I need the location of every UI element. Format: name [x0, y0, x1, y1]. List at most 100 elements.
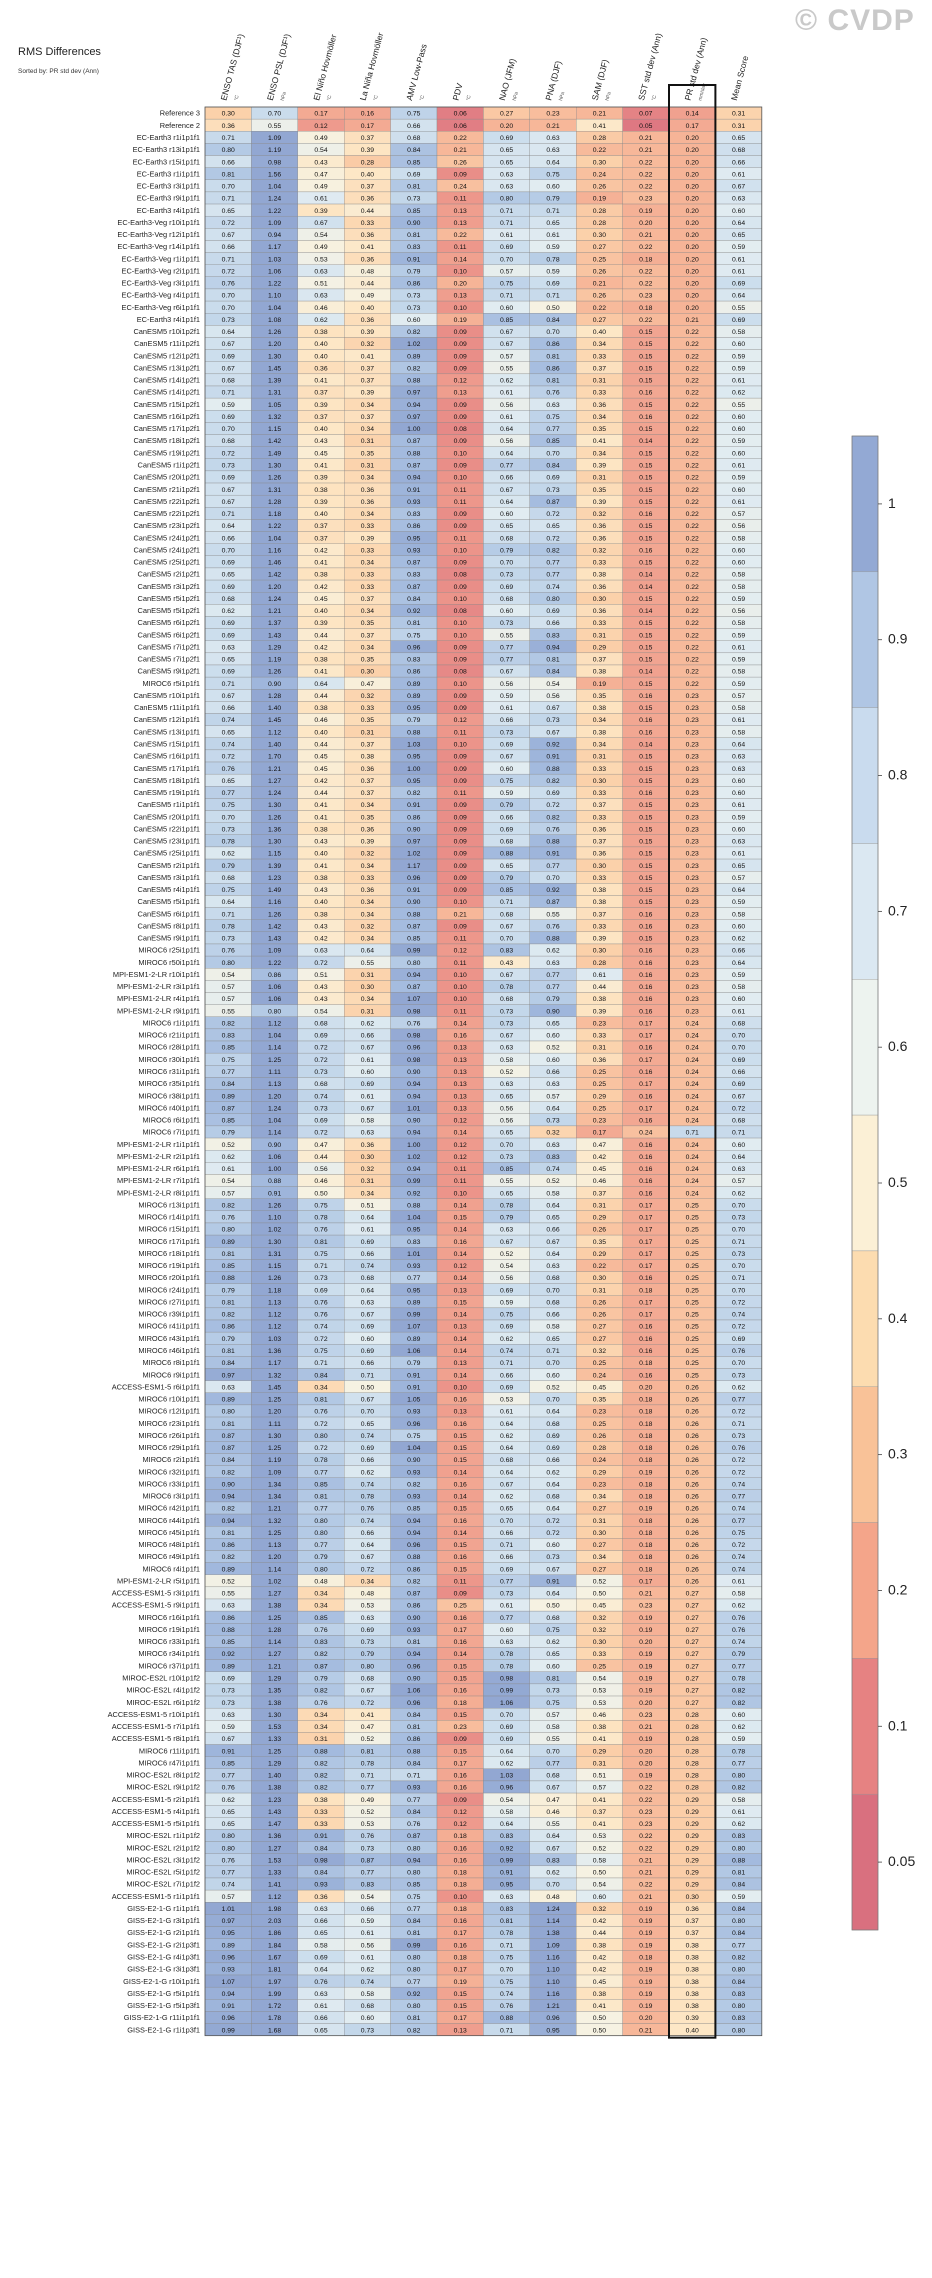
- colorbar-segment: [851, 1793, 879, 1931]
- cell-value: 0.75: [407, 1894, 420, 1901]
- cell-value: 0.83: [314, 1639, 327, 1646]
- row-label: CanESM5 r11i1p2f1: [134, 339, 200, 348]
- cell-value: 0.71: [314, 1360, 327, 1367]
- cell-value: 0.38: [361, 754, 374, 761]
- cell-value: 0.61: [732, 268, 745, 275]
- cell-value: 0.13: [454, 1287, 467, 1294]
- row-label: MIROC-ES2L r3i1p1f2: [126, 1855, 200, 1864]
- colorbar-tick-label: 0.5: [888, 1174, 908, 1190]
- cell-value: 0.34: [361, 936, 374, 943]
- cell-value: 0.38: [314, 875, 327, 882]
- cell-value: 1.08: [268, 317, 281, 324]
- row-label: MIROC6 r19i1p1f1: [138, 1261, 200, 1270]
- cell-value: 0.14: [454, 1251, 467, 1258]
- cell-value: 0.31: [361, 1008, 374, 1015]
- row-label: GISS-E2-1-G r4i1p3f1: [127, 1952, 200, 1961]
- row-label: CanESM5 r2i1p2f1: [138, 570, 200, 579]
- row-label: MIROC6 r48i1p1f1: [138, 1540, 200, 1549]
- cell-value: 0.59: [732, 814, 745, 821]
- cell-value: 0.65: [732, 135, 745, 142]
- cell-value: 0.22: [686, 669, 699, 676]
- cell-value: 0.83: [732, 2015, 745, 2022]
- cell-value: 0.88: [407, 1554, 420, 1561]
- cell-value: 0.74: [546, 1166, 559, 1173]
- cell-value: 0.35: [593, 1397, 606, 1404]
- cell-value: 0.33: [593, 353, 606, 360]
- cell-value: 0.18: [639, 1287, 652, 1294]
- cell-value: 0.18: [639, 305, 652, 312]
- cell-value: 0.66: [314, 2015, 327, 2022]
- cell-value: 0.61: [732, 1008, 745, 1015]
- cell-value: 0.99: [500, 1857, 513, 1864]
- cell-value: 0.91: [500, 1870, 513, 1877]
- cell-value: 0.47: [546, 1797, 559, 1804]
- cell-value: 1.41: [268, 1882, 281, 1889]
- cell-value: 0.15: [639, 814, 652, 821]
- cell-value: 0.39: [593, 936, 606, 943]
- cell-value: 0.77: [361, 1785, 374, 1792]
- cell-value: 0.89: [222, 1239, 235, 1246]
- column-unit: hPa: [558, 91, 566, 101]
- cell-value: 0.68: [314, 1081, 327, 1088]
- cell-value: 0.15: [639, 826, 652, 833]
- cell-value: 0.33: [593, 875, 606, 882]
- cell-value: 0.67: [222, 232, 235, 239]
- cell-value: 0.26: [686, 1397, 699, 1404]
- cell-value: 0.15: [639, 766, 652, 773]
- cell-value: 0.41: [314, 463, 327, 470]
- cell-value: 0.16: [639, 414, 652, 421]
- cell-value: 0.71: [222, 681, 235, 688]
- cell-value: 0.80: [407, 960, 420, 967]
- cell-value: 0.15: [639, 523, 652, 530]
- cell-value: 0.66: [546, 1069, 559, 1076]
- cell-value: 0.34: [361, 608, 374, 615]
- cell-value: 0.50: [593, 2027, 606, 2034]
- cell-value: 0.26: [686, 1530, 699, 1537]
- cell-value: 1.10: [546, 1979, 559, 1986]
- cell-value: 1.21: [268, 766, 281, 773]
- cell-value: 0.51: [361, 1202, 374, 1209]
- cell-value: 0.82: [407, 1578, 420, 1585]
- cell-value: 0.74: [222, 741, 235, 748]
- cell-value: 0.56: [500, 1118, 513, 1125]
- row-label: ACCESS-ESM1-5 r1i1p1f1: [112, 1892, 200, 1901]
- cell-value: 0.09: [454, 657, 467, 664]
- cell-value: 0.39: [314, 499, 327, 506]
- cell-value: 0.28: [686, 1785, 699, 1792]
- row-label: EC-Earth3 r15i1p1f1: [133, 157, 200, 166]
- cell-value: 0.83: [500, 1833, 513, 1840]
- cell-value: 0.40: [686, 2027, 699, 2034]
- cell-value: 0.63: [732, 196, 745, 203]
- cell-value: 1.00: [268, 1166, 281, 1173]
- cell-value: 0.37: [361, 596, 374, 603]
- cell-value: 1.03: [500, 1773, 513, 1780]
- cell-value: 0.50: [546, 1603, 559, 1610]
- cell-value: 0.57: [732, 1178, 745, 1185]
- cell-value: 0.57: [732, 511, 745, 518]
- cell-value: 0.22: [686, 681, 699, 688]
- colorbar-segment: [851, 979, 879, 1116]
- cell-value: 0.09: [454, 766, 467, 773]
- cell-value: 1.99: [268, 1991, 281, 1998]
- row-label: CanESM5 r5i1p2f1: [138, 606, 200, 615]
- cell-value: 0.43: [314, 887, 327, 894]
- cell-value: 1.25: [268, 1445, 281, 1452]
- cell-value: 0.34: [361, 802, 374, 809]
- cell-value: 0.65: [546, 1215, 559, 1222]
- cell-value: 0.80: [407, 1845, 420, 1852]
- cell-value: 0.86: [407, 1566, 420, 1573]
- cell-value: 0.27: [686, 1603, 699, 1610]
- cell-value: 0.71: [500, 1360, 513, 1367]
- cell-value: 0.38: [593, 899, 606, 906]
- cell-value: 0.58: [546, 1324, 559, 1331]
- cell-value: 0.16: [454, 1785, 467, 1792]
- cell-value: 0.59: [732, 657, 745, 664]
- cell-value: 0.56: [500, 681, 513, 688]
- cell-value: 0.72: [732, 1542, 745, 1549]
- cell-value: 0.33: [314, 1809, 327, 1816]
- cell-value: 0.80: [407, 1870, 420, 1877]
- cell-value: 0.79: [732, 1651, 745, 1658]
- cell-value: 0.84: [732, 1930, 745, 1937]
- cell-value: 0.39: [593, 463, 606, 470]
- cell-value: 0.77: [314, 1542, 327, 1549]
